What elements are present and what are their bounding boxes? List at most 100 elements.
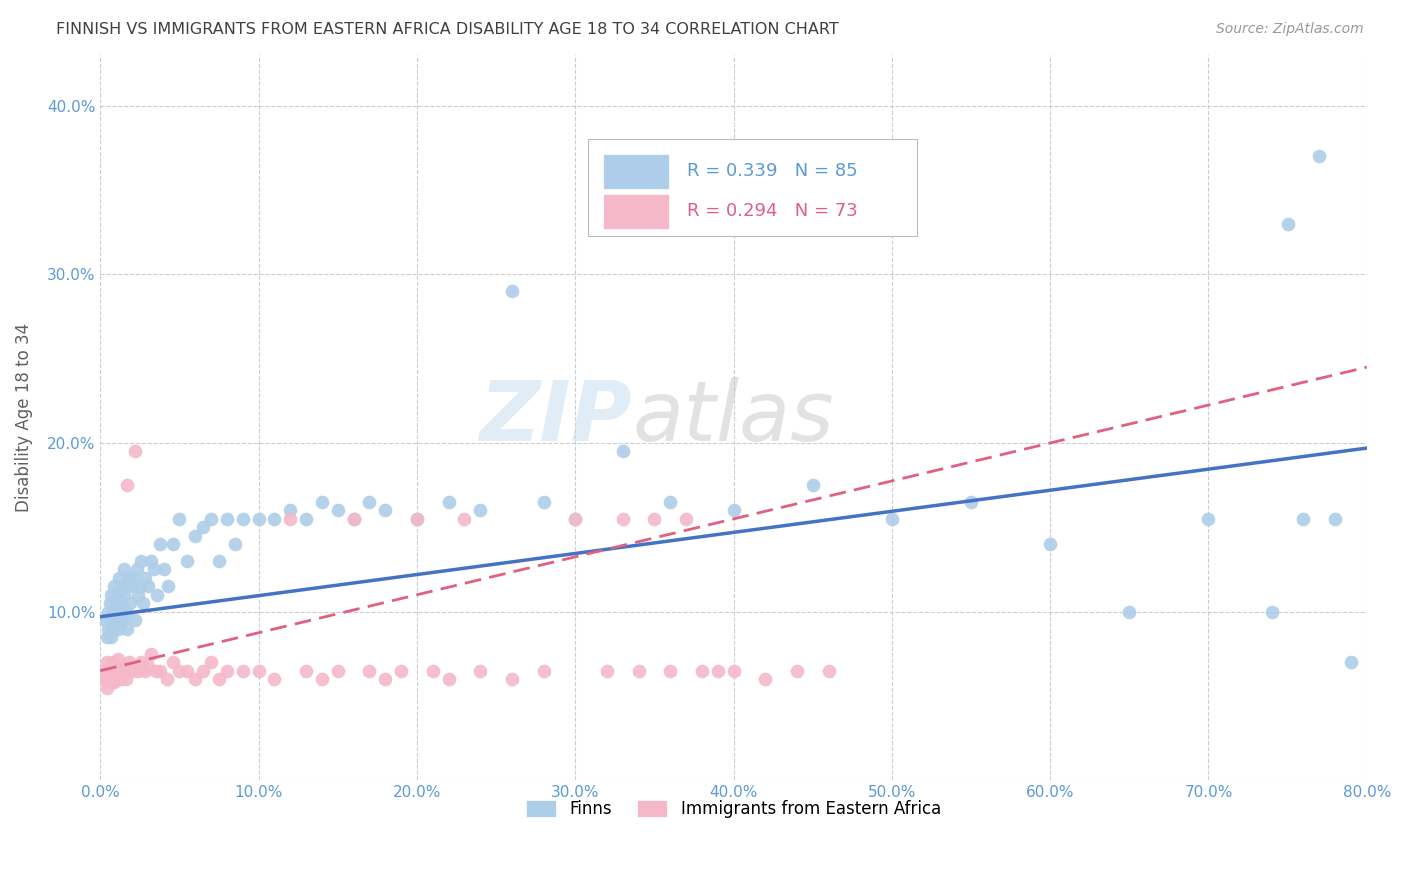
Point — [97, 622, 120, 636]
Point — [278, 512, 301, 526]
Point — [114, 605, 136, 619]
Point — [208, 672, 231, 686]
Point — [342, 512, 364, 526]
Point — [1340, 655, 1362, 669]
Point — [100, 658, 122, 673]
Point — [406, 512, 429, 526]
Point — [98, 596, 121, 610]
Point — [184, 529, 207, 543]
Point — [817, 664, 839, 678]
Point — [184, 672, 207, 686]
Point — [110, 672, 132, 686]
Point — [107, 652, 129, 666]
Point — [149, 537, 172, 551]
Point — [96, 681, 118, 695]
Point — [176, 554, 198, 568]
Point — [101, 605, 124, 619]
Point — [374, 503, 396, 517]
Point — [723, 664, 745, 678]
Point — [103, 675, 125, 690]
Point — [105, 596, 128, 610]
Legend: Finns, Immigrants from Eastern Africa: Finns, Immigrants from Eastern Africa — [517, 791, 949, 826]
Point — [97, 605, 120, 619]
Point — [224, 537, 246, 551]
Point — [134, 571, 156, 585]
Point — [105, 664, 128, 678]
Point — [232, 512, 254, 526]
Point — [533, 664, 555, 678]
Point — [131, 554, 153, 568]
Point — [111, 613, 134, 627]
Point — [108, 571, 131, 585]
Text: ZIP: ZIP — [479, 377, 633, 458]
Point — [359, 664, 381, 678]
Point — [105, 672, 128, 686]
Y-axis label: Disability Age 18 to 34: Disability Age 18 to 34 — [15, 323, 32, 512]
Point — [1292, 512, 1315, 526]
Point — [1118, 605, 1140, 619]
Point — [470, 503, 492, 517]
Point — [453, 512, 475, 526]
Point — [139, 647, 162, 661]
Point — [115, 622, 138, 636]
Point — [191, 520, 214, 534]
Point — [278, 503, 301, 517]
Point — [533, 495, 555, 509]
Point — [98, 672, 121, 686]
Point — [127, 664, 149, 678]
Text: FINNISH VS IMMIGRANTS FROM EASTERN AFRICA DISABILITY AGE 18 TO 34 CORRELATION CH: FINNISH VS IMMIGRANTS FROM EASTERN AFRIC… — [56, 22, 839, 37]
Point — [101, 655, 124, 669]
Point — [146, 588, 169, 602]
Point — [422, 664, 444, 678]
Point — [103, 605, 125, 619]
Point — [326, 664, 349, 678]
Point — [263, 672, 285, 686]
Point — [134, 664, 156, 678]
Point — [156, 672, 179, 686]
Point — [152, 562, 174, 576]
Point — [437, 495, 460, 509]
Point — [139, 554, 162, 568]
Point — [374, 672, 396, 686]
Point — [127, 588, 149, 602]
Point — [596, 664, 619, 678]
Point — [162, 655, 184, 669]
Point — [103, 669, 125, 683]
Point — [659, 664, 682, 678]
Point — [120, 596, 142, 610]
Bar — [603, 194, 669, 229]
Point — [118, 571, 141, 585]
Point — [1198, 512, 1220, 526]
Point — [564, 512, 586, 526]
Point — [706, 664, 728, 678]
Point — [107, 588, 129, 602]
Point — [437, 672, 460, 686]
Point — [122, 571, 145, 585]
Point — [200, 512, 222, 526]
Point — [801, 478, 824, 492]
Point — [200, 655, 222, 669]
Point — [359, 495, 381, 509]
Point — [295, 664, 318, 678]
Point — [108, 605, 131, 619]
Point — [247, 512, 270, 526]
Point — [132, 596, 155, 610]
Point — [295, 512, 318, 526]
Point — [1277, 217, 1299, 231]
Point — [501, 285, 523, 299]
Point — [105, 613, 128, 627]
Point — [247, 664, 270, 678]
Point — [96, 655, 118, 669]
Point — [111, 658, 134, 673]
Point — [121, 579, 143, 593]
Point — [232, 664, 254, 678]
Point — [470, 664, 492, 678]
Point — [110, 613, 132, 627]
Point — [94, 613, 117, 627]
Text: Source: ZipAtlas.com: Source: ZipAtlas.com — [1216, 22, 1364, 37]
Point — [97, 664, 120, 678]
Point — [98, 613, 121, 627]
Point — [311, 495, 333, 509]
Point — [754, 672, 776, 686]
Point — [118, 655, 141, 669]
